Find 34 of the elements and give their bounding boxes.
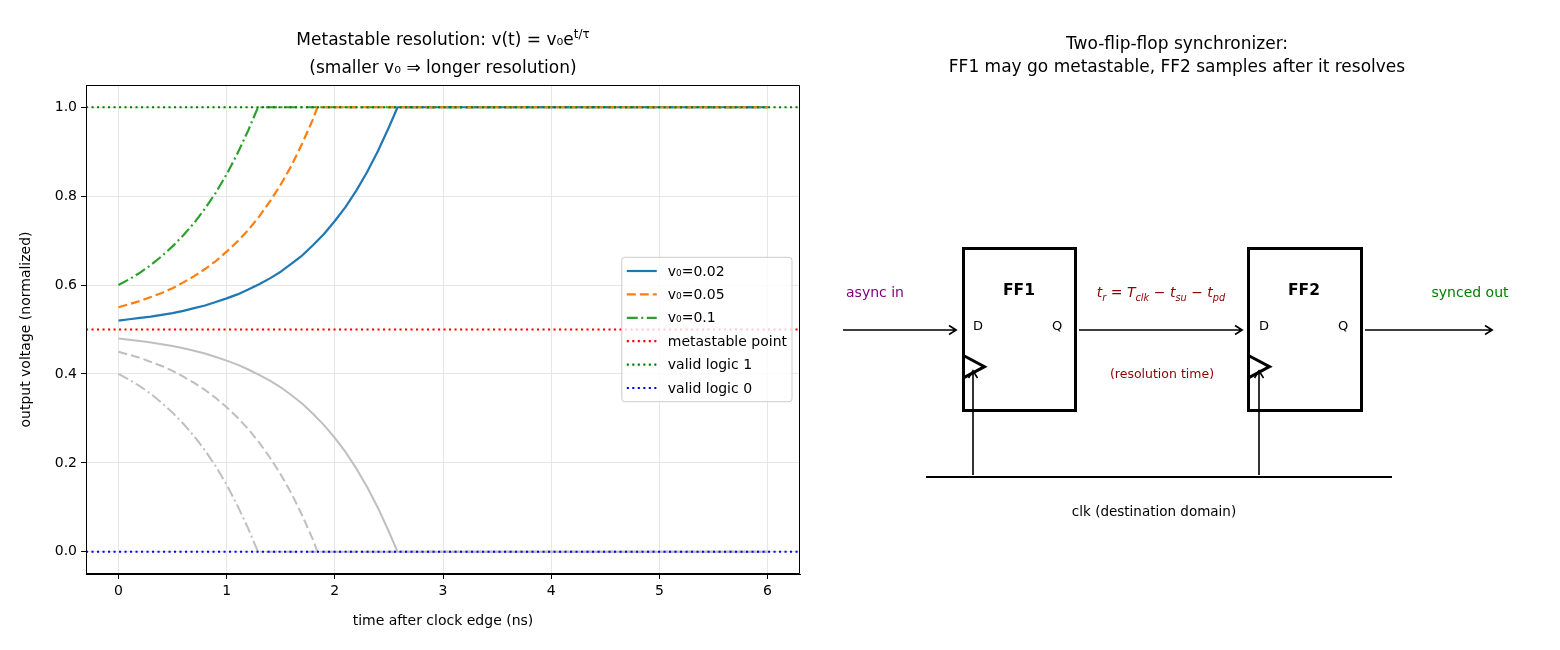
y-tick-label: 0.8	[54, 186, 77, 203]
x-tick-label: 0	[113, 582, 123, 599]
text: t$_{r}$ = T$_{clk}$ − t$_{su}$ − t$_{pd}$	[1096, 283, 1226, 303]
chart-title: Metastable resolution: v(t) = v₀e$^{t/τ}$ (smaller v₀ ⇒ longer resolution)	[296, 27, 590, 77]
text: FF2	[1288, 281, 1320, 300]
x-tick-label: 4	[546, 582, 556, 599]
x-tick-label: 2	[330, 582, 340, 599]
text: (resolution time)	[1109, 365, 1215, 382]
text: Q	[1051, 317, 1063, 334]
legend-label: valid logic 1	[667, 356, 753, 373]
text: clk (destination domain)	[1071, 503, 1237, 520]
legend-label: v₀=0.02	[667, 262, 725, 279]
ref-line-label: metastable point	[667, 332, 788, 349]
y-axis-title: output voltage (normalized)	[17, 231, 34, 428]
y-tick-label: 0.4	[54, 364, 78, 381]
text: Q	[1337, 317, 1349, 334]
x-tick-label: 1	[222, 582, 232, 599]
text: FF1	[1003, 281, 1035, 300]
text: D	[972, 317, 984, 334]
legend-label: v₀=0.1	[667, 309, 716, 326]
y-tick-label: 0.2	[54, 453, 77, 470]
x-tick-label: 5	[654, 582, 664, 599]
text: Two-flip-flop synchronizer: FF1 may go metastable, FF2 samples after it resolves	[947, 32, 1407, 78]
y-tick-label: 1.0	[54, 97, 77, 114]
text: async in	[846, 283, 904, 301]
y-tick-label: 0.6	[54, 275, 78, 292]
x-tick-label: 3	[438, 582, 448, 599]
x-tick-label: 6	[763, 582, 773, 599]
y-tick-label: 0.0	[54, 542, 77, 559]
text: D	[1258, 317, 1270, 334]
legend-label: valid logic 0	[667, 379, 753, 396]
text: synced out	[1431, 283, 1509, 301]
x-axis-title: time after clock edge (ns)	[352, 612, 534, 629]
legend-label: v₀=0.05	[667, 286, 725, 303]
